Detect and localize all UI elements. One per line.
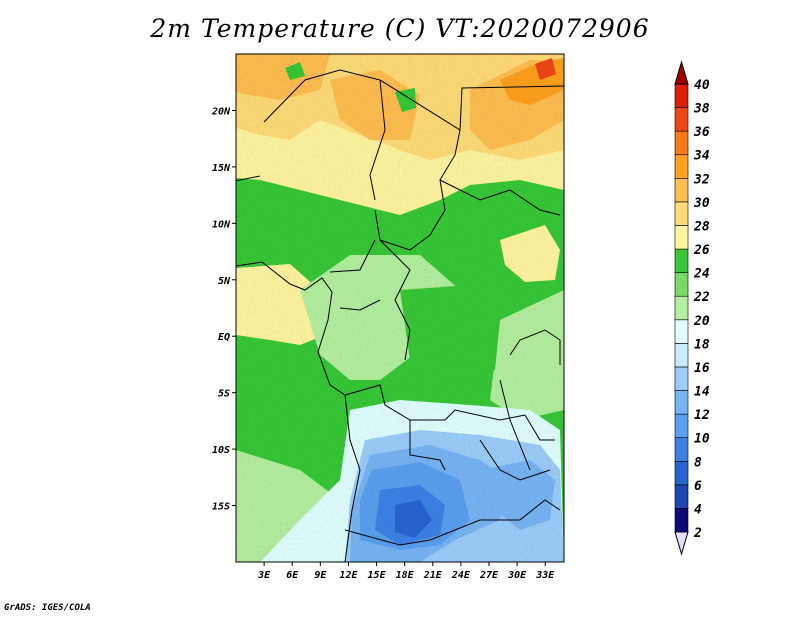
colorbar-label: 10 <box>694 432 710 447</box>
colorbar-label: 18 <box>694 337 710 352</box>
lat-tick-label: EQ <box>218 332 230 343</box>
lon-tick-label: 21E <box>423 570 443 581</box>
colorbar-cell <box>674 248 689 273</box>
colorbar-cell <box>674 437 689 462</box>
colorbar-cell <box>674 460 689 486</box>
colorbar-cell <box>674 130 689 156</box>
colorbar-min-triangle <box>674 531 689 556</box>
longitude-axis: 3E 6E 9E 12E 15E 18E 21E 24E 27E 30E 33E <box>257 562 555 581</box>
lon-tick-label: 3E <box>257 570 271 581</box>
colorbar-label: 28 <box>693 219 710 234</box>
colorbar-cell <box>674 508 689 533</box>
colorbar-label: 36 <box>693 125 710 140</box>
colorbar-label: 2 <box>693 526 702 541</box>
colorbar-cell <box>674 343 689 368</box>
lon-tick-label: 12E <box>339 570 358 581</box>
colorbar-cell <box>674 390 689 415</box>
colorbar-label: 14 <box>694 385 710 400</box>
map-title: 2m Temperature (C) VT:2020072906 <box>150 14 650 43</box>
lat-tick-label: 10S <box>212 445 230 456</box>
colorbar-cell <box>674 272 689 297</box>
colorbar-label: 38 <box>693 102 710 117</box>
colorbar-cell <box>674 484 689 509</box>
lat-tick-label: 15S <box>212 502 230 513</box>
colorbar-cell <box>674 225 689 250</box>
colorbar-cell <box>674 201 689 226</box>
colorbar-label: 8 <box>694 455 702 470</box>
colorbar-label: 12 <box>694 408 710 423</box>
lon-tick-label: 18E <box>396 570 415 581</box>
colorbar-label: 26 <box>693 243 710 258</box>
colorbar-label: 32 <box>693 172 710 187</box>
country-borders <box>236 69 564 562</box>
colorbar-label: 34 <box>693 149 710 164</box>
grads-credit: GrADS: IGES/COLA <box>4 603 91 613</box>
colorbar-cell <box>674 295 689 321</box>
lat-tick-label: 10N <box>212 219 231 230</box>
lat-tick-label: 5S <box>218 389 230 400</box>
lat-tick-label: 15N <box>212 163 231 174</box>
colorbar-cell <box>674 366 689 391</box>
colorbar-cell <box>674 154 689 179</box>
colorbar-label: 30 <box>693 196 710 211</box>
map-frame <box>235 53 565 563</box>
colorbar-label: 6 <box>694 479 702 494</box>
colorbar-cell <box>674 107 689 132</box>
lon-tick-label: 27E <box>479 570 499 581</box>
colorbar-cell <box>674 83 689 108</box>
colorbar-label: 4 <box>694 502 702 517</box>
lon-tick-label: 30E <box>507 570 527 581</box>
colorbar-label: 40 <box>694 78 710 93</box>
colorbar-max-triangle <box>674 60 689 85</box>
lat-tick-label: 20N <box>211 106 231 117</box>
colorbar-cell <box>674 178 689 203</box>
lon-tick-label: 15E <box>368 570 387 581</box>
temperature-field <box>236 54 564 562</box>
lon-tick-label: 6E <box>286 570 299 581</box>
lon-tick-label: 24E <box>451 570 471 581</box>
latitude-axis: 20N 15N 10N 5N EQ 5S 10S 15S <box>211 106 236 513</box>
lon-tick-label: 33E <box>535 570 555 581</box>
colorbar-label: 22 <box>693 290 710 305</box>
lat-tick-label: 5N <box>218 276 231 287</box>
colorbar-label: 16 <box>694 361 710 376</box>
colorbar-label: 24 <box>693 267 710 282</box>
colorbar-cell <box>674 319 689 344</box>
colorbar-label: 20 <box>693 314 710 329</box>
lon-tick-label: 9E <box>314 570 327 581</box>
colorbar-cell <box>674 413 689 438</box>
